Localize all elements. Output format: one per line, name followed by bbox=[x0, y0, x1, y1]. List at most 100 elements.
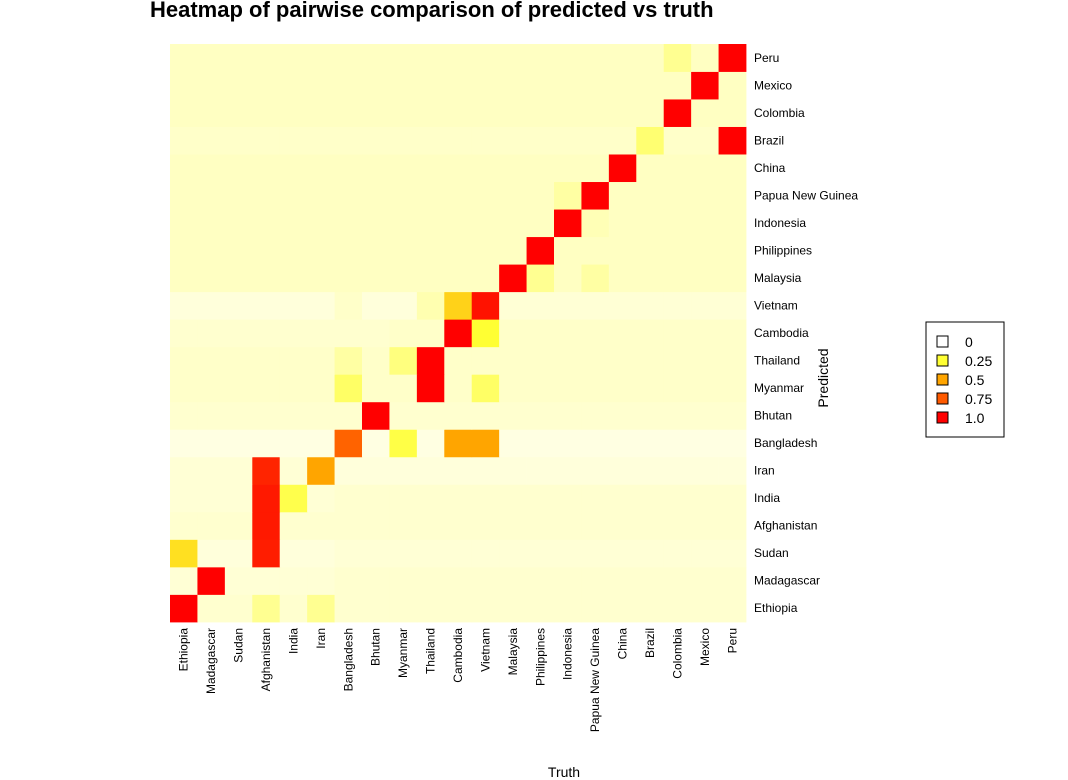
heatmap-cell bbox=[499, 511, 527, 540]
heatmap-cell bbox=[663, 209, 692, 238]
heatmap-cell bbox=[224, 374, 253, 403]
heatmap-cell bbox=[471, 71, 500, 100]
heatmap-cell bbox=[362, 126, 390, 155]
heatmap-cell bbox=[554, 566, 582, 595]
heatmap-cell bbox=[416, 594, 445, 623]
heatmap-cell bbox=[581, 511, 610, 540]
heatmap-cell bbox=[718, 264, 747, 293]
heatmap-cell bbox=[636, 594, 665, 623]
heatmap-cell bbox=[362, 291, 390, 320]
heatmap-cell bbox=[444, 264, 473, 293]
heatmap-cell bbox=[416, 154, 445, 183]
heatmap-cell bbox=[362, 236, 390, 265]
chart-title: Heatmap of pairwise comparison of predic… bbox=[150, 0, 714, 22]
heatmap-cell bbox=[252, 154, 281, 183]
heatmap-cell bbox=[636, 264, 665, 293]
heatmap-cell bbox=[691, 71, 719, 100]
heatmap-cell bbox=[444, 181, 473, 210]
x-tick-label: Madagascar bbox=[204, 628, 218, 694]
heatmap-cell bbox=[608, 484, 637, 513]
heatmap-cell bbox=[362, 594, 390, 623]
heatmap-cell bbox=[691, 154, 719, 183]
heatmap-cell bbox=[197, 401, 226, 430]
heatmap-cell bbox=[691, 264, 719, 293]
heatmap-cell bbox=[636, 99, 665, 127]
heatmap-cell bbox=[581, 71, 610, 100]
heatmap-cell bbox=[389, 264, 418, 293]
y-tick-label: Bhutan bbox=[754, 409, 792, 423]
heatmap-cell bbox=[389, 401, 418, 430]
heatmap-cell bbox=[636, 154, 665, 183]
heatmap-cell bbox=[224, 539, 253, 568]
heatmap-cell bbox=[362, 401, 390, 430]
heatmap-cell bbox=[307, 154, 335, 183]
heatmap-cell bbox=[691, 594, 719, 623]
heatmap-cell bbox=[444, 99, 473, 127]
heatmap-cell bbox=[471, 511, 500, 540]
heatmap-cell bbox=[389, 209, 418, 238]
heatmap-cell bbox=[608, 456, 637, 485]
heatmap-cell bbox=[663, 511, 692, 540]
x-tick-label: Papua New Guinea bbox=[588, 628, 602, 732]
heatmap-cell bbox=[307, 99, 335, 127]
x-tick-label: Bangladesh bbox=[341, 628, 355, 691]
heatmap-cell bbox=[526, 374, 555, 403]
x-tick-label: Thailand bbox=[424, 628, 438, 674]
heatmap-cell bbox=[636, 291, 665, 320]
heatmap-cell bbox=[389, 484, 418, 513]
heatmap-cell bbox=[224, 319, 253, 348]
heatmap-cell bbox=[499, 539, 527, 568]
heatmap-cell bbox=[444, 44, 473, 72]
heatmap-cell bbox=[307, 44, 335, 72]
heatmap-cell bbox=[554, 511, 582, 540]
heatmap-cell bbox=[608, 236, 637, 265]
heatmap-cell bbox=[444, 154, 473, 183]
heatmap-cell bbox=[279, 319, 308, 348]
heatmap-cell bbox=[362, 99, 390, 127]
heatmap-cell bbox=[334, 44, 363, 72]
x-axis-tick-labels: Ethiopia Madagascar Sudan Afghanistan India I… bbox=[177, 628, 740, 732]
x-tick-label: Malaysia bbox=[506, 628, 520, 676]
heatmap-cell bbox=[499, 401, 527, 430]
heatmap-cell bbox=[389, 154, 418, 183]
heatmap-cell bbox=[279, 401, 308, 430]
y-tick-label: Brazil bbox=[754, 133, 784, 147]
heatmap-cell bbox=[691, 484, 719, 513]
heatmap-cell bbox=[663, 319, 692, 348]
heatmap-cell bbox=[444, 484, 473, 513]
heatmap-cell bbox=[499, 319, 527, 348]
heatmap-cell bbox=[444, 539, 473, 568]
heatmap-cell bbox=[416, 99, 445, 127]
heatmap-cell bbox=[307, 264, 335, 293]
heatmap-cell bbox=[499, 374, 527, 403]
x-tick-label: Philippines bbox=[533, 628, 547, 686]
heatmap-cell bbox=[334, 154, 363, 183]
y-tick-label: Indonesia bbox=[754, 216, 806, 230]
x-tick-label: India bbox=[286, 628, 300, 654]
heatmap-cell bbox=[608, 126, 637, 155]
heatmap-cell bbox=[526, 456, 555, 485]
y-tick-label: Sudan bbox=[754, 546, 789, 560]
heatmap-cell bbox=[554, 374, 582, 403]
heatmap-cell bbox=[224, 154, 253, 183]
heatmap-cell bbox=[416, 236, 445, 265]
heatmap-cell bbox=[170, 291, 198, 320]
heatmap-cell bbox=[389, 429, 418, 458]
heatmap-cell bbox=[526, 264, 555, 293]
heatmap-cell bbox=[389, 374, 418, 403]
heatmap-cell bbox=[718, 44, 747, 72]
heatmap-cell bbox=[307, 126, 335, 155]
heatmap-cell bbox=[224, 99, 253, 127]
heatmap-cell bbox=[224, 44, 253, 72]
heatmap-cell bbox=[389, 346, 418, 375]
heatmap-cell bbox=[197, 594, 226, 623]
heatmap-cell bbox=[718, 126, 747, 155]
heatmap-cell bbox=[307, 209, 335, 238]
heatmap-cell bbox=[279, 429, 308, 458]
heatmap-cell bbox=[279, 511, 308, 540]
heatmap-cell bbox=[581, 236, 610, 265]
heatmap-cell bbox=[581, 401, 610, 430]
heatmap-cell bbox=[416, 429, 445, 458]
heatmap-cell bbox=[416, 346, 445, 375]
heatmap-cell bbox=[170, 484, 198, 513]
